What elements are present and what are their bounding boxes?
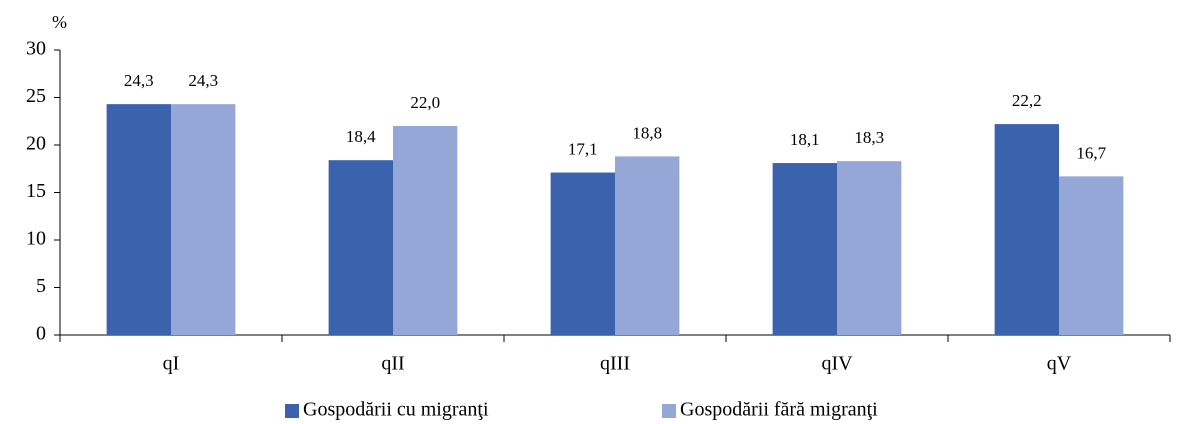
bar: [615, 156, 680, 335]
value-label: 22,0: [410, 93, 440, 112]
x-tick-label: qII: [381, 353, 404, 375]
bar: [837, 161, 902, 335]
x-tick-label: qIV: [821, 353, 853, 375]
y-tick-label: 10: [26, 228, 46, 250]
y-tick-label: 0: [36, 323, 46, 345]
bar: [994, 124, 1059, 335]
y-tick-label: 25: [26, 85, 46, 107]
value-label: 22,2: [1012, 91, 1042, 110]
y-tick-label: 5: [36, 275, 46, 297]
legend-swatch: [662, 404, 676, 418]
value-label: 17,1: [568, 139, 598, 158]
bar: [171, 104, 236, 336]
value-label: 24,3: [124, 71, 154, 90]
x-tick-label: qV: [1047, 353, 1072, 375]
legend-label: Gospodării fără migranţi: [680, 399, 878, 421]
x-tick-label: qIII: [600, 353, 630, 375]
y-axis-label: %: [52, 12, 67, 32]
x-tick-label: qI: [163, 353, 180, 375]
y-tick-label: 15: [26, 180, 46, 202]
legend-label: Gospodării cu migranţi: [303, 399, 489, 421]
value-label: 18,3: [854, 128, 884, 147]
value-label: 18,1: [790, 130, 820, 149]
value-label: 24,3: [188, 71, 218, 90]
y-tick-label: 20: [26, 133, 46, 155]
bar: [772, 163, 837, 335]
y-tick-label: 30: [26, 38, 46, 60]
value-label: 18,8: [632, 123, 662, 142]
value-label: 18,4: [346, 127, 376, 146]
legend-swatch: [285, 404, 299, 418]
bar: [1059, 176, 1124, 335]
bar: [328, 160, 393, 335]
value-label: 16,7: [1076, 143, 1106, 162]
bar: [393, 126, 458, 335]
bar: [106, 104, 171, 336]
bar: [550, 172, 615, 335]
